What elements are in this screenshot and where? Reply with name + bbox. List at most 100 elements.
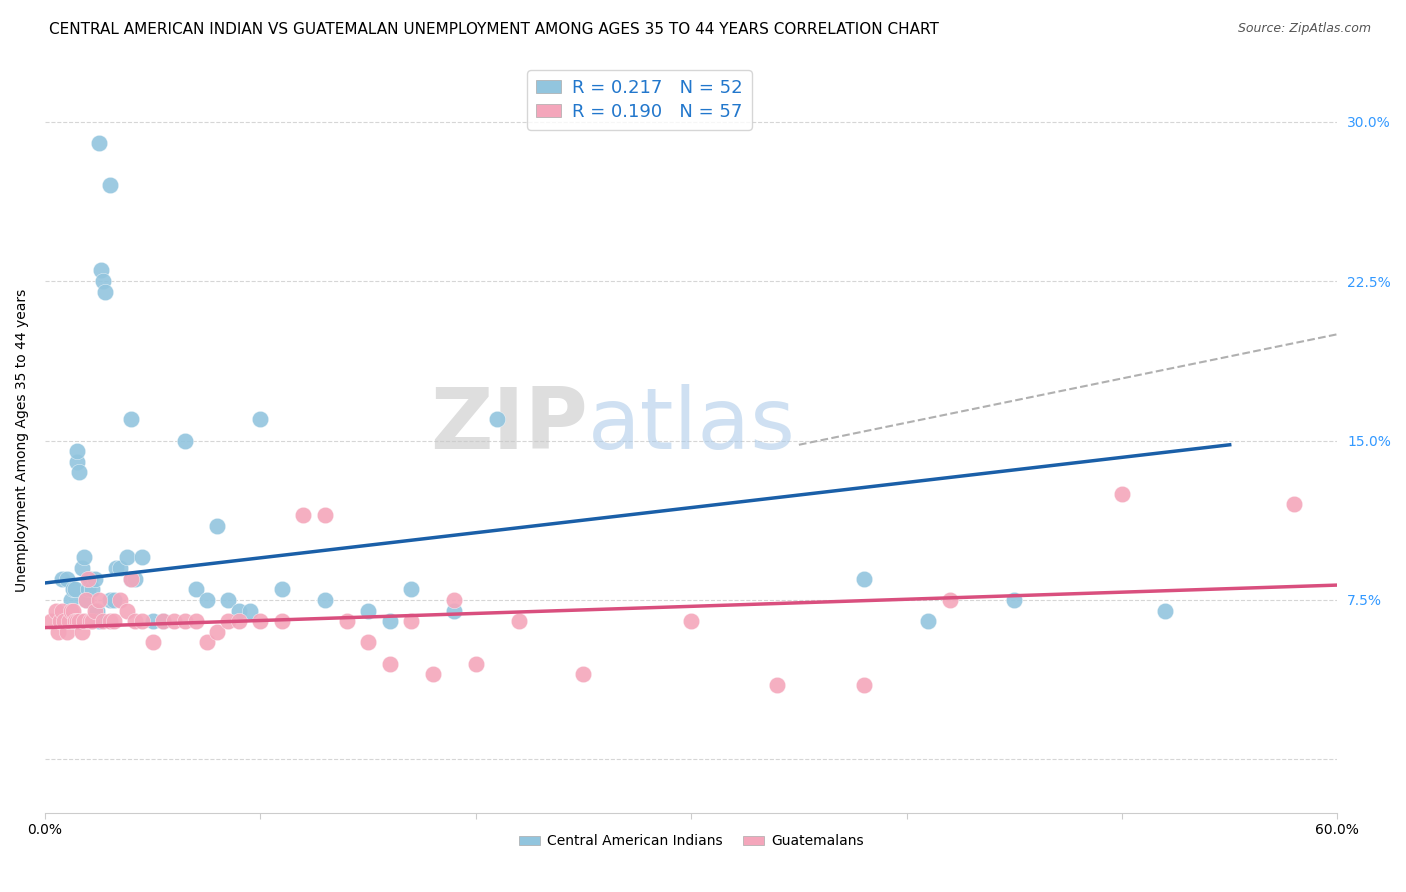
Point <box>142 635 165 649</box>
Point <box>94 285 117 299</box>
Point <box>195 593 218 607</box>
Point <box>63 582 86 597</box>
Point <box>766 678 789 692</box>
Point <box>292 508 315 522</box>
Point <box>443 604 465 618</box>
Point <box>207 624 229 639</box>
Point <box>115 550 138 565</box>
Point <box>66 614 89 628</box>
Point <box>77 582 100 597</box>
Point <box>184 614 207 628</box>
Point <box>45 604 67 618</box>
Point <box>852 572 875 586</box>
Point <box>120 572 142 586</box>
Point <box>103 614 125 628</box>
Point <box>86 604 108 618</box>
Point <box>207 518 229 533</box>
Point <box>73 550 96 565</box>
Point <box>41 614 63 628</box>
Point <box>115 604 138 618</box>
Point <box>249 412 271 426</box>
Point <box>163 614 186 628</box>
Point <box>1002 593 1025 607</box>
Point <box>59 593 82 607</box>
Point <box>53 614 76 628</box>
Point <box>378 614 401 628</box>
Point <box>174 614 197 628</box>
Point <box>399 582 422 597</box>
Point <box>271 614 294 628</box>
Y-axis label: Unemployment Among Ages 35 to 44 years: Unemployment Among Ages 35 to 44 years <box>15 289 30 592</box>
Point <box>314 508 336 522</box>
Point <box>239 604 262 618</box>
Point <box>66 455 89 469</box>
Point <box>55 572 77 586</box>
Point <box>75 593 97 607</box>
Point <box>83 572 105 586</box>
Point <box>77 572 100 586</box>
Text: atlas: atlas <box>588 384 796 467</box>
Point <box>142 614 165 628</box>
Point <box>399 614 422 628</box>
Point <box>1284 497 1306 511</box>
Point <box>70 561 93 575</box>
Point <box>62 582 84 597</box>
Point <box>83 604 105 618</box>
Point <box>335 614 357 628</box>
Point <box>249 614 271 628</box>
Point <box>422 667 444 681</box>
Point <box>124 572 146 586</box>
Point <box>73 614 96 628</box>
Point <box>62 604 84 618</box>
Point <box>49 614 72 628</box>
Text: Source: ZipAtlas.com: Source: ZipAtlas.com <box>1237 22 1371 36</box>
Point <box>79 614 101 628</box>
Point <box>98 178 121 193</box>
Point <box>91 274 114 288</box>
Point <box>75 593 97 607</box>
Point <box>174 434 197 448</box>
Point <box>70 624 93 639</box>
Point <box>314 593 336 607</box>
Point <box>98 614 121 628</box>
Point <box>82 582 104 597</box>
Point <box>98 593 121 607</box>
Point <box>228 614 250 628</box>
Point <box>464 657 486 671</box>
Point <box>59 604 82 618</box>
Point <box>217 593 239 607</box>
Point <box>195 635 218 649</box>
Point <box>46 624 69 639</box>
Point <box>357 604 380 618</box>
Point <box>357 635 380 649</box>
Point <box>66 444 89 458</box>
Point <box>152 614 174 628</box>
Point <box>87 593 110 607</box>
Point <box>572 667 595 681</box>
Point <box>508 614 530 628</box>
Point <box>131 614 153 628</box>
Legend: Central American Indians, Guatemalans: Central American Indians, Guatemalans <box>513 829 869 854</box>
Point <box>228 604 250 618</box>
Text: CENTRAL AMERICAN INDIAN VS GUATEMALAN UNEMPLOYMENT AMONG AGES 35 TO 44 YEARS COR: CENTRAL AMERICAN INDIAN VS GUATEMALAN UN… <box>49 22 939 37</box>
Point <box>51 572 73 586</box>
Point <box>184 582 207 597</box>
Point <box>82 614 104 628</box>
Text: ZIP: ZIP <box>430 384 588 467</box>
Point <box>378 657 401 671</box>
Point <box>105 561 128 575</box>
Point <box>87 614 110 628</box>
Point <box>681 614 703 628</box>
Point <box>217 614 239 628</box>
Point <box>938 593 960 607</box>
Point <box>55 624 77 639</box>
Point <box>271 582 294 597</box>
Point <box>63 614 86 628</box>
Point <box>120 412 142 426</box>
Point <box>90 263 112 277</box>
Point <box>51 604 73 618</box>
Point <box>67 466 90 480</box>
Point <box>110 593 132 607</box>
Point <box>917 614 939 628</box>
Point <box>58 614 80 628</box>
